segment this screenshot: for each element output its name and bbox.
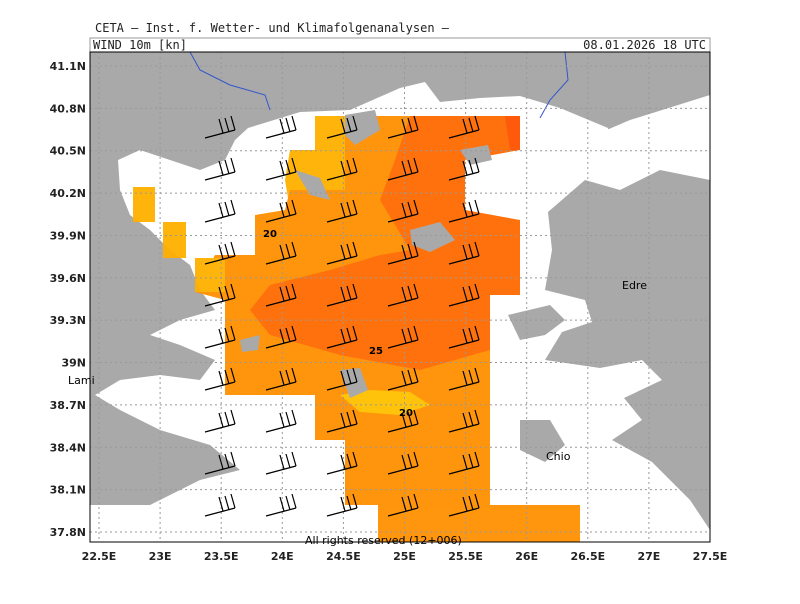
lon-label: 22.5E [82, 550, 117, 563]
wind-barb [265, 493, 297, 517]
contour-label: 20 [399, 408, 413, 419]
lat-label: 40.8N [50, 102, 86, 115]
wind-barb [326, 115, 358, 139]
wind-barb [387, 367, 419, 391]
wind-barb [204, 493, 236, 517]
wind-barb [387, 283, 419, 307]
wind-barb [448, 115, 480, 139]
lon-label: 27.5E [693, 550, 728, 563]
wind-barb [204, 325, 236, 349]
wind-barb [204, 199, 236, 223]
valid-time: 08.01.2026 18 UTC [583, 38, 706, 52]
wind-barb [326, 493, 358, 517]
lat-label: 38.4N [50, 441, 86, 454]
wind-barb [326, 283, 358, 307]
contour-label: 20 [263, 229, 277, 240]
wind-barb [204, 157, 236, 181]
lat-label: 39.9N [50, 229, 86, 242]
lon-label: 24.5E [326, 550, 361, 563]
wind-barb [387, 409, 419, 433]
lon-label: 26E [515, 550, 538, 563]
lon-label: 23E [149, 550, 172, 563]
wind-barb [326, 451, 358, 475]
wind-barb [204, 451, 236, 475]
lat-label: 37.8N [50, 526, 86, 539]
wind-barb [448, 451, 480, 475]
wind-barb [448, 367, 480, 391]
wind-barb [387, 199, 419, 223]
wind-barb [387, 493, 419, 517]
contour-label: 25 [369, 346, 383, 357]
lon-label: 26.5E [570, 550, 605, 563]
wind-barb [265, 283, 297, 307]
lon-label: 25E [393, 550, 416, 563]
map-body [90, 52, 710, 542]
wind-barb [387, 451, 419, 475]
wind-barb [204, 115, 236, 139]
wind-barb [326, 367, 358, 391]
wind-barb [265, 367, 297, 391]
lon-label: 27E [637, 550, 660, 563]
wind-barb [326, 409, 358, 433]
wind-barb [265, 241, 297, 265]
wind-barb [265, 409, 297, 433]
lat-label: 38.1N [50, 484, 86, 497]
frame [89, 51, 711, 543]
wind-barb [265, 115, 297, 139]
wind-barb [448, 409, 480, 433]
wind-barb [387, 115, 419, 139]
place-label: Lami [68, 374, 95, 387]
wind-barb [448, 241, 480, 265]
wind-barb [448, 325, 480, 349]
lat-label: 38.7N [50, 399, 86, 412]
wind-barb [204, 409, 236, 433]
wind-barb [448, 283, 480, 307]
wind-barb [265, 325, 297, 349]
lat-label: 39.6N [50, 272, 86, 285]
wind-barb [204, 367, 236, 391]
wind-barb [448, 493, 480, 517]
wind-barb [326, 157, 358, 181]
footer: All rights reserved (12+006) [305, 534, 462, 547]
wind-barb [448, 199, 480, 223]
islands [240, 110, 565, 462]
wind-barb [326, 199, 358, 223]
wind-barb [326, 241, 358, 265]
wind-barb [265, 451, 297, 475]
wind-barbs [204, 115, 480, 517]
wind-barb [265, 157, 297, 181]
place-label: Chio [546, 450, 571, 463]
wind-barb [204, 283, 236, 307]
wind-barb [387, 241, 419, 265]
lat-label: 39.3N [50, 314, 86, 327]
lon-label: 24E [271, 550, 294, 563]
place-label: Edre [622, 279, 647, 292]
lon-label: 23.5E [204, 550, 239, 563]
wind-barb [387, 157, 419, 181]
sea-north [560, 95, 710, 190]
parameter: WIND_10m_[kn] [93, 38, 187, 52]
lat-label: 41.1N [50, 60, 86, 73]
lat-label: 40.2N [50, 187, 86, 200]
wind-barb [448, 157, 480, 181]
wind-barb [204, 241, 236, 265]
wind-barb [265, 199, 297, 223]
wind-barb [387, 325, 419, 349]
lat-label: 40.5N [50, 145, 86, 158]
header-title: CETA – Inst. f. Wetter- und Klimafolgena… [95, 21, 450, 35]
wind-barb [326, 325, 358, 349]
lat-label: 39N [61, 357, 86, 370]
lon-label: 25.5E [448, 550, 483, 563]
